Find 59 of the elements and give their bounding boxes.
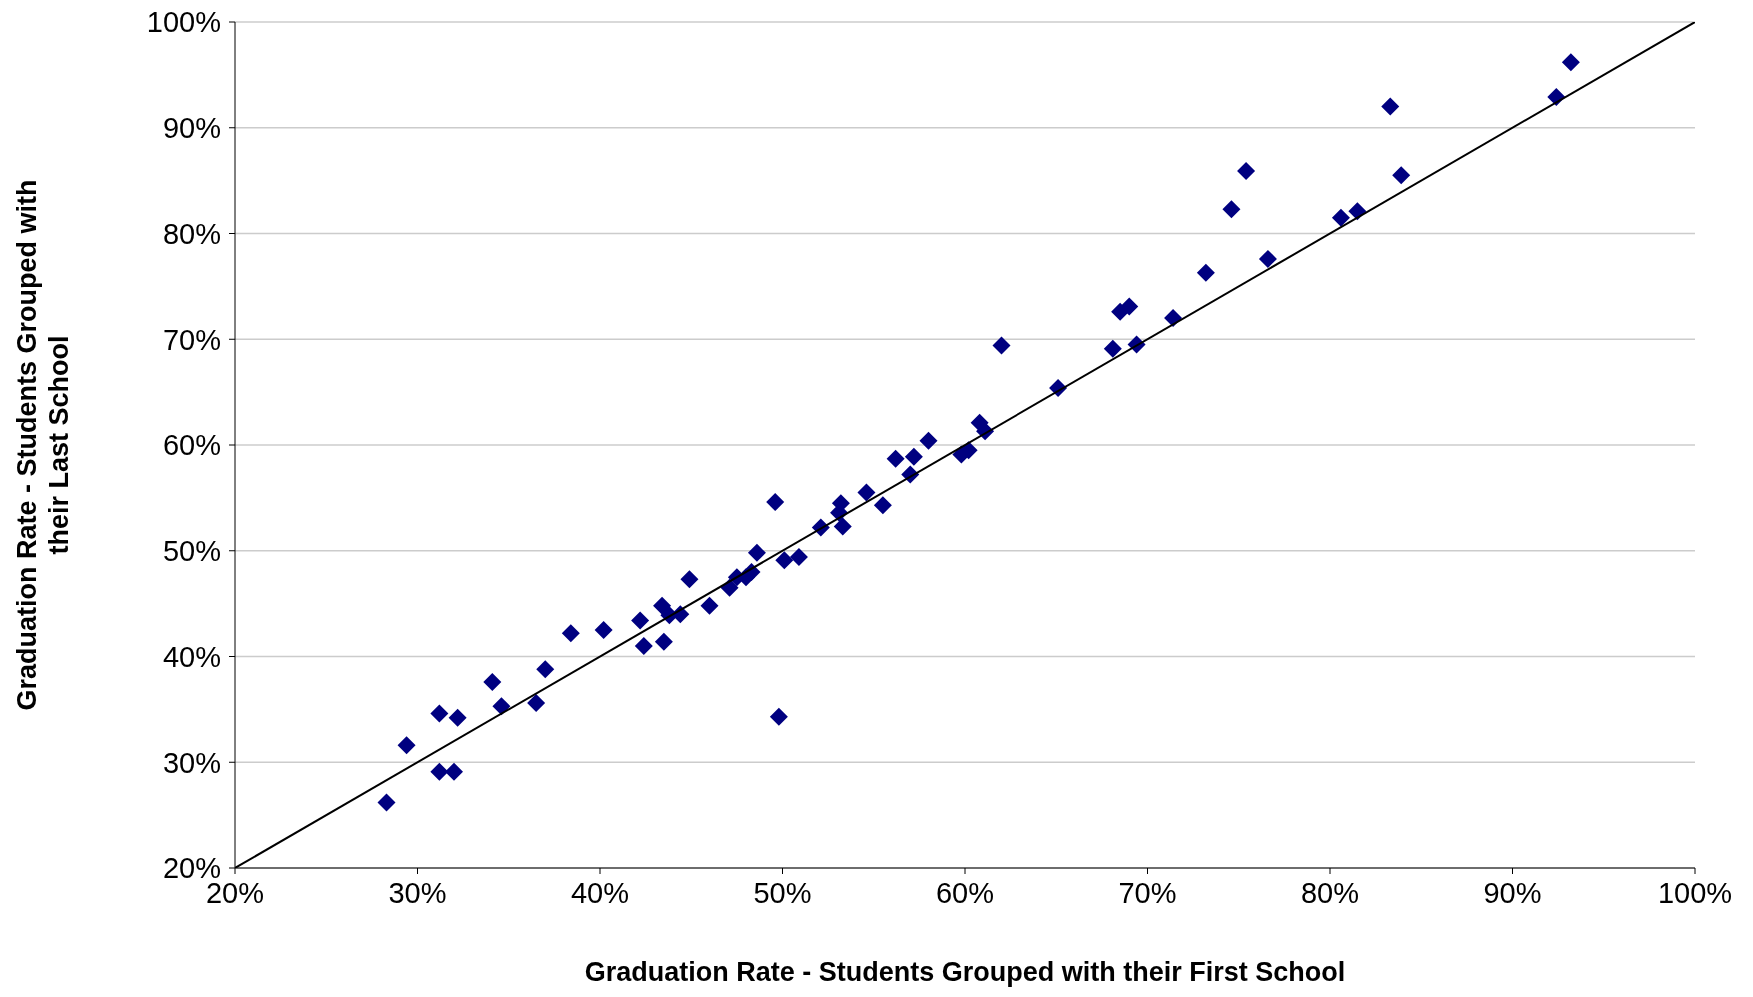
point: [747, 543, 766, 562]
point: [1348, 202, 1367, 221]
y-tick-label: 100%: [146, 6, 221, 39]
point: [873, 496, 892, 515]
y-tick-label: 80%: [162, 217, 221, 250]
x-tick-label: 100%: [1657, 876, 1733, 909]
point: [1120, 297, 1139, 316]
point: [594, 621, 613, 640]
point: [448, 708, 467, 727]
point: [919, 431, 938, 450]
point: [992, 336, 1011, 355]
point: [634, 636, 653, 655]
point: [1103, 339, 1122, 358]
point: [483, 672, 502, 691]
y-tick-label: 40%: [162, 640, 221, 673]
point: [766, 493, 785, 512]
point: [769, 707, 788, 726]
point: [1196, 263, 1215, 282]
point: [631, 611, 650, 630]
point: [492, 697, 511, 716]
point: [680, 570, 699, 589]
y-tick-label: 60%: [162, 429, 221, 462]
point: [1381, 97, 1400, 116]
point: [833, 517, 852, 536]
point: [536, 660, 555, 679]
point: [1392, 166, 1411, 185]
point: [1331, 208, 1350, 227]
point: [904, 447, 923, 466]
point: [654, 632, 673, 651]
x-tick-label: 50%: [753, 876, 812, 909]
point: [653, 596, 672, 615]
point: [430, 762, 449, 781]
point: [527, 694, 546, 713]
point: [1258, 249, 1277, 268]
x-tick-label: 60%: [935, 876, 995, 909]
point: [857, 483, 876, 502]
x-axis-title: Graduation Rate - Students Grouped with their First School: [584, 957, 1346, 987]
y-tick-label: 90%: [162, 112, 221, 145]
point: [377, 793, 396, 812]
point: [1561, 53, 1580, 72]
y-tick-label: 70%: [162, 323, 221, 356]
point: [561, 624, 580, 643]
y-tick-label: 30%: [162, 746, 221, 779]
point: [430, 704, 449, 723]
x-tick-label: 40%: [570, 876, 630, 909]
point: [886, 449, 905, 468]
x-tick-label: 30%: [388, 876, 447, 909]
point: [1237, 162, 1256, 181]
x-tick-label: 80%: [1300, 876, 1360, 909]
y-axis-title: Graduation Rate - Students Grouped with their Last School: [12, 179, 74, 711]
point: [789, 548, 808, 567]
x-tick-label: 70%: [1118, 876, 1177, 909]
point: [775, 551, 794, 570]
point: [397, 736, 416, 755]
point: [700, 596, 719, 615]
point: [1222, 200, 1241, 219]
point: [445, 762, 463, 781]
x-tick-label: 90%: [1483, 876, 1542, 909]
y-tick-label: 50%: [162, 535, 221, 568]
